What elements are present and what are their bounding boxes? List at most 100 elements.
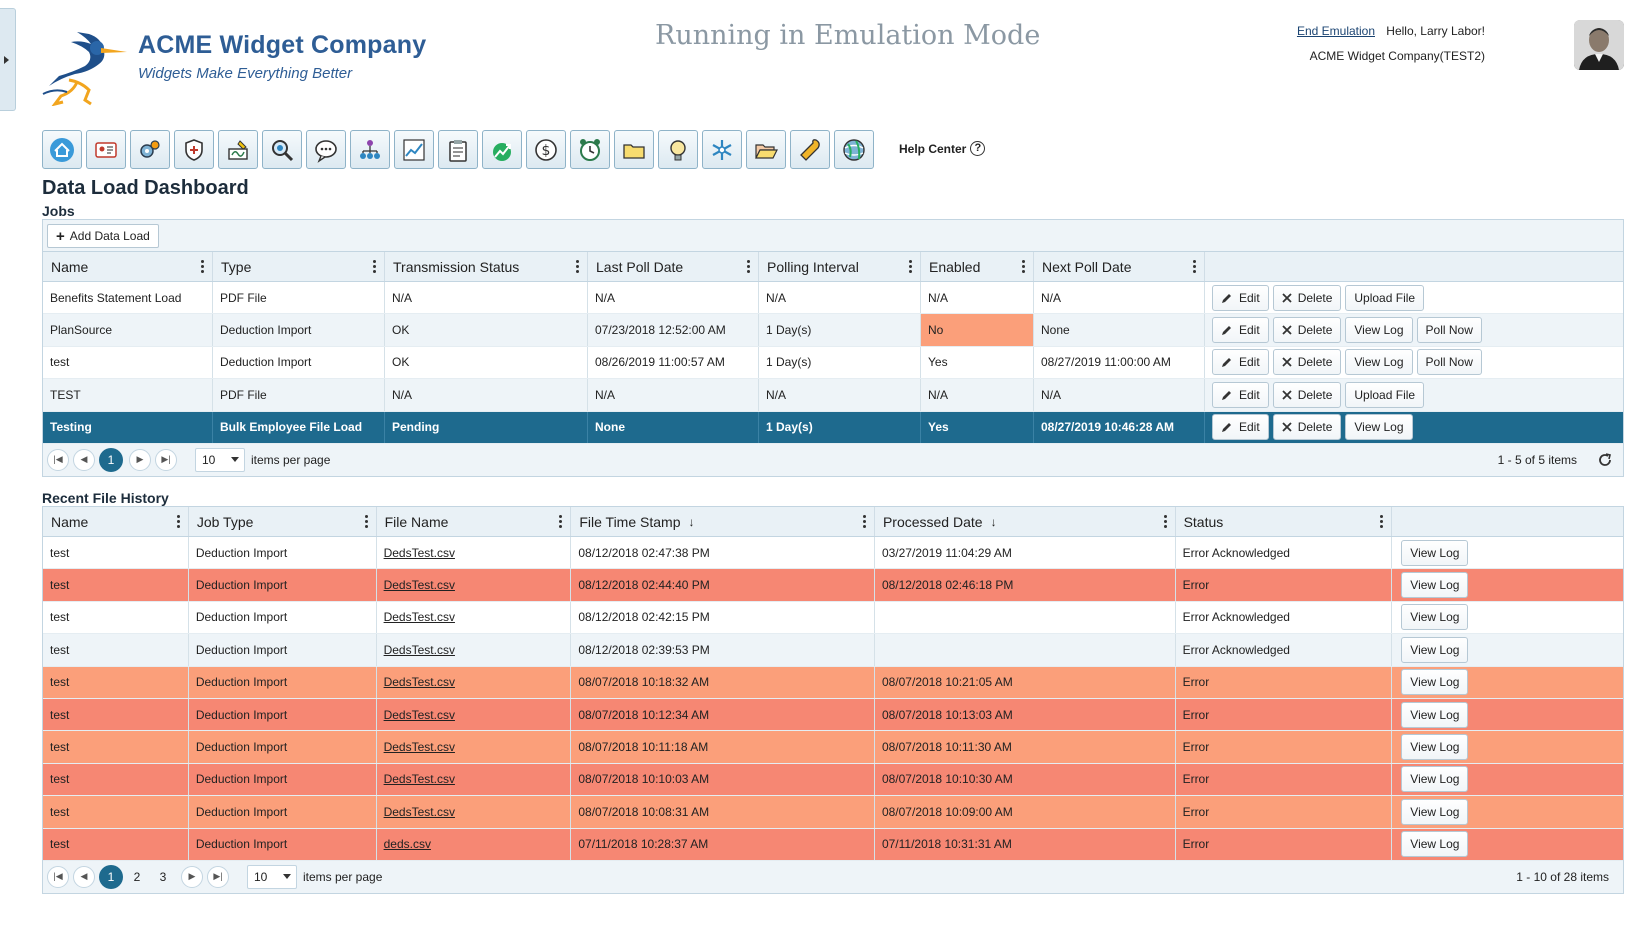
table-row[interactable]: TEST PDF File N/A N/A N/A N/A N/A Edit Delete Upl… (43, 379, 1623, 412)
toolbar-button-signature[interactable] (218, 130, 258, 169)
table-row[interactable]: Testing Bulk Employee File Load Pending Non… (43, 411, 1623, 444)
view-log-button[interactable]: View Log (1345, 317, 1413, 344)
toolbar-button-lightbulb[interactable] (658, 130, 698, 169)
column-header[interactable]: Status (1176, 507, 1393, 536)
column-menu-icon[interactable] (364, 515, 368, 529)
page-number-button[interactable]: 1 (99, 447, 123, 472)
column-menu-icon[interactable] (909, 260, 912, 274)
upload-file-button[interactable]: Upload File (1345, 284, 1425, 311)
toolbar-button-org-chart[interactable] (350, 130, 390, 169)
jobs-page-size-select[interactable]: 10 (195, 447, 245, 472)
page-number-button[interactable]: 1 (99, 864, 123, 889)
view-log-button[interactable]: View Log (1401, 604, 1469, 631)
column-header[interactable]: Name (43, 252, 213, 281)
toolbar-button-chat[interactable] (306, 130, 346, 169)
view-log-button[interactable]: View Log (1401, 572, 1469, 599)
view-log-button[interactable]: View Log (1401, 669, 1469, 696)
column-menu-icon[interactable] (373, 260, 376, 274)
page-number-button[interactable]: 2 (133, 869, 141, 884)
table-row[interactable]: test Deduction Import DedsTest.csv 08/12/20… (43, 634, 1623, 667)
delete-button[interactable]: Delete (1272, 349, 1342, 376)
column-menu-icon[interactable] (559, 515, 563, 529)
table-row[interactable]: test Deduction Import DedsTest.csv 08/07/20… (43, 666, 1623, 699)
end-emulation-link[interactable]: End Emulation (1296, 24, 1375, 38)
toolbar-button-shield[interactable] (174, 130, 214, 169)
column-menu-icon[interactable] (1193, 260, 1196, 274)
column-header[interactable]: Next Poll Date (1034, 252, 1205, 281)
view-log-button[interactable]: View Log (1401, 798, 1469, 825)
avatar[interactable] (1574, 20, 1624, 70)
file-name-link[interactable]: DedsTest.csv (383, 707, 455, 722)
column-header[interactable]: Last Poll Date (588, 252, 759, 281)
file-name-link[interactable]: DedsTest.csv (383, 804, 455, 819)
help-center-link[interactable]: Help Center? (899, 141, 986, 156)
delete-button[interactable]: Delete (1272, 317, 1342, 344)
add-data-load-button[interactable]: + Add Data Load (47, 224, 159, 248)
toolbar-button-clipboard[interactable] (438, 130, 478, 169)
column-header[interactable]: Processed Date ↓ (875, 507, 1176, 536)
view-log-button[interactable]: View Log (1401, 766, 1469, 793)
table-row[interactable]: test Deduction Import DedsTest.csv 08/12/20… (43, 569, 1623, 602)
toolbar-button-dollar[interactable]: $ (526, 130, 566, 169)
upload-file-button[interactable]: Upload File (1345, 381, 1425, 408)
column-header[interactable]: Polling Interval (759, 252, 921, 281)
file-name-link[interactable]: DedsTest.csv (383, 740, 455, 755)
first-page-icon[interactable]: |◀ (47, 448, 69, 471)
first-page-icon[interactable]: |◀ (47, 865, 69, 888)
delete-button[interactable]: Delete (1272, 414, 1342, 441)
column-menu-icon[interactable] (1380, 515, 1384, 529)
table-row[interactable]: PlanSource Deduction Import OK 07/23/2018 1… (43, 314, 1623, 347)
view-log-button[interactable]: View Log (1401, 636, 1469, 663)
column-menu-icon[interactable] (176, 515, 180, 529)
column-header[interactable]: Job Type (189, 507, 377, 536)
file-name-link[interactable]: DedsTest.csv (383, 578, 455, 593)
table-row[interactable]: Benefits Statement Load PDF File N/A N/A N/A… (43, 282, 1623, 315)
column-header[interactable]: Name (43, 507, 189, 536)
prev-page-icon[interactable]: ◀ (73, 448, 95, 471)
table-row[interactable]: test Deduction Import DedsTest.csv 08/12/20… (43, 537, 1623, 570)
toolbar-button-snowflake[interactable] (702, 130, 742, 169)
table-row[interactable]: test Deduction Import DedsTest.csv 08/12/20… (43, 601, 1623, 635)
column-menu-icon[interactable] (747, 260, 750, 274)
toolbar-button-folder[interactable] (614, 130, 654, 169)
next-page-icon[interactable]: ▶ (129, 448, 151, 471)
column-menu-icon[interactable] (862, 515, 866, 529)
view-log-button[interactable]: View Log (1401, 701, 1469, 728)
toolbar-button-wrench[interactable] (790, 130, 830, 169)
prev-page-icon[interactable]: ◀ (73, 865, 95, 888)
table-row[interactable]: test Deduction Import OK 08/26/2019 11:00:5… (43, 346, 1623, 380)
side-panel-toggle[interactable] (0, 8, 16, 111)
toolbar-button-line-chart[interactable] (394, 130, 434, 169)
table-row[interactable]: test Deduction Import deds.csv 07/11/2018 1… (43, 828, 1623, 861)
history-page-size-select[interactable]: 10 (247, 864, 297, 889)
column-header[interactable]: Type (213, 252, 385, 281)
next-page-icon[interactable]: ▶ (181, 865, 203, 888)
file-name-link[interactable]: DedsTest.csv (383, 772, 455, 787)
toolbar-button-folder-open[interactable] (746, 130, 786, 169)
edit-button[interactable]: Edit (1212, 381, 1269, 408)
column-menu-icon[interactable] (576, 260, 579, 274)
view-log-button[interactable]: View Log (1401, 734, 1469, 761)
page-number-button[interactable]: 3 (159, 869, 167, 884)
column-header[interactable]: File Name (377, 507, 572, 536)
toolbar-button-gears[interactable] (130, 130, 170, 169)
refresh-icon[interactable] (1597, 452, 1613, 468)
last-page-icon[interactable]: ▶| (207, 865, 229, 888)
table-row[interactable]: test Deduction Import DedsTest.csv 08/07/20… (43, 698, 1623, 732)
file-name-link[interactable]: DedsTest.csv (383, 675, 455, 690)
toolbar-button-growth[interactable] (482, 130, 522, 169)
toolbar-button-alarm-clock[interactable] (570, 130, 610, 169)
file-name-link[interactable]: deds.csv (383, 837, 431, 852)
column-header[interactable]: Enabled (921, 252, 1034, 281)
column-header[interactable]: File Time Stamp ↓ (571, 507, 875, 536)
toolbar-button-search[interactable] (262, 130, 302, 169)
toolbar-button-globe[interactable] (834, 130, 874, 169)
column-menu-icon[interactable] (1022, 260, 1025, 274)
toolbar-button-id-card[interactable] (86, 130, 126, 169)
edit-button[interactable]: Edit (1212, 349, 1269, 376)
toolbar-button-home[interactable] (42, 130, 82, 169)
poll-now-button[interactable]: Poll Now (1416, 317, 1482, 344)
edit-button[interactable]: Edit (1212, 414, 1269, 441)
view-log-button[interactable]: View Log (1345, 349, 1413, 376)
column-menu-icon[interactable] (201, 260, 204, 274)
